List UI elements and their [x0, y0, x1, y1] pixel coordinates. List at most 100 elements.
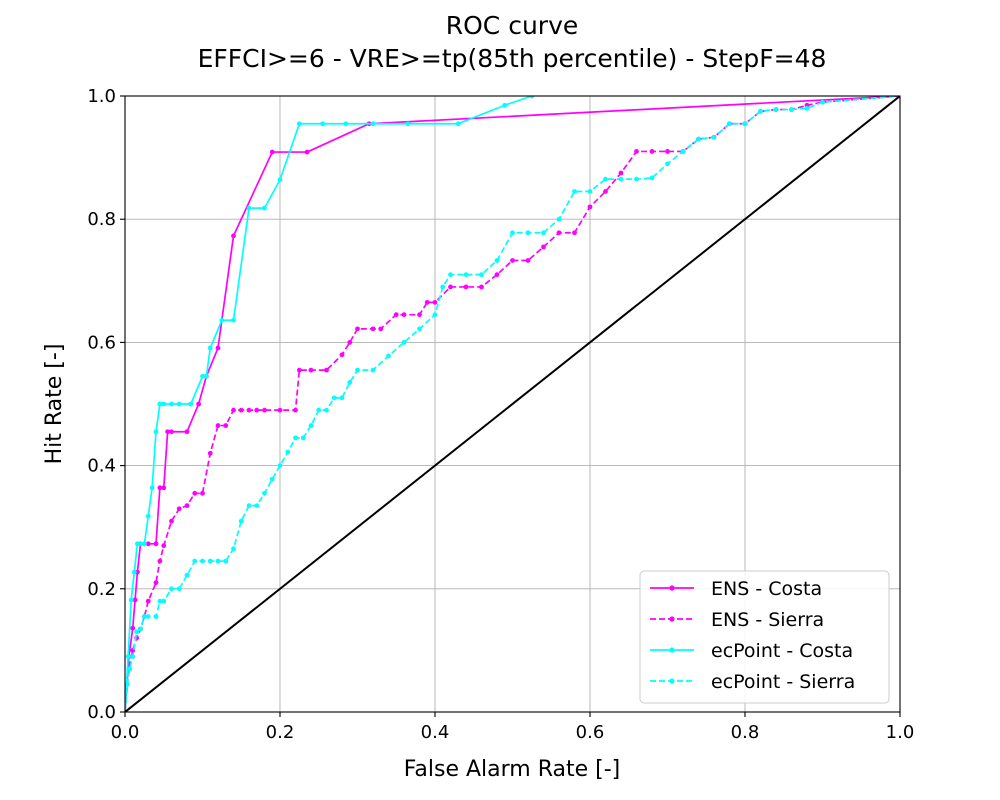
data-point: [215, 345, 221, 351]
data-point: [300, 435, 306, 441]
data-point: [149, 485, 155, 491]
data-point: [448, 284, 453, 290]
data-point: [138, 626, 143, 632]
data-point: [296, 367, 302, 373]
data-point: [393, 312, 399, 318]
data-point: [128, 597, 134, 603]
data-point: [157, 558, 163, 564]
data-point: [125, 681, 130, 687]
data-point: [572, 230, 577, 236]
data-point: [355, 326, 360, 332]
data-point: [293, 407, 298, 413]
data-point: [203, 373, 209, 379]
plot-frame: [124, 95, 901, 713]
series-line-ecpoint-costa: [125, 96, 533, 712]
x-axis-label: False Alarm Rate [-]: [404, 757, 621, 782]
data-point: [277, 177, 283, 183]
data-point: [308, 423, 314, 428]
data-point: [157, 401, 163, 407]
data-point: [192, 558, 198, 564]
data-point: [649, 149, 655, 154]
data-point: [176, 506, 182, 512]
data-point: [320, 121, 326, 127]
data-point: [141, 614, 147, 619]
data-point: [130, 625, 136, 631]
data-point: [153, 429, 159, 435]
x-tick-label: 1.0: [886, 722, 915, 743]
data-point: [141, 541, 147, 547]
data-point: [440, 284, 446, 290]
data-point: [169, 401, 174, 407]
data-point: [246, 503, 252, 509]
x-tick-label: 0.0: [111, 722, 140, 743]
data-point: [200, 490, 205, 496]
data-point: [386, 353, 391, 359]
data-point: [711, 134, 717, 140]
plot-series: [125, 96, 900, 712]
data-point: [269, 149, 275, 155]
data-point: [161, 543, 167, 549]
data-point: [169, 518, 174, 524]
y-tick-label: 0.4: [87, 456, 116, 477]
data-point: [285, 449, 291, 455]
data-point: [424, 299, 430, 305]
data-point: [525, 258, 531, 263]
data-point: [277, 463, 283, 468]
data-point: [127, 666, 133, 672]
data-point: [696, 136, 701, 142]
data-point: [727, 121, 732, 127]
x-tick-label: 0.8: [731, 722, 760, 743]
data-point: [161, 598, 167, 604]
data-point: [525, 230, 531, 236]
data-point: [529, 96, 535, 99]
data-point: [618, 170, 624, 176]
y-tick-label: 0.2: [87, 579, 116, 600]
data-point: [634, 149, 639, 154]
data-point: [401, 340, 407, 345]
data-point: [132, 597, 138, 603]
data-point: [246, 205, 252, 211]
data-point: [455, 121, 461, 127]
y-tick-label: 0.0: [87, 702, 116, 723]
data-point: [324, 407, 329, 413]
data-point: [324, 367, 329, 373]
legend-marker: [669, 647, 675, 653]
data-point: [343, 121, 349, 127]
data-point: [370, 326, 376, 332]
data-point: [417, 326, 422, 332]
data-point: [207, 558, 213, 564]
data-point: [649, 175, 655, 181]
data-point: [176, 586, 182, 592]
data-point: [238, 407, 244, 413]
data-point: [246, 407, 252, 413]
data-point: [680, 149, 686, 154]
data-point: [153, 614, 159, 619]
data-point: [587, 189, 593, 194]
data-point: [339, 395, 345, 401]
data-point: [188, 401, 194, 407]
legend-label: ecPoint - Sierra: [711, 671, 855, 693]
data-point: [308, 367, 314, 373]
data-point: [448, 272, 453, 278]
data-point: [131, 569, 137, 575]
data-point: [355, 367, 360, 373]
x-tick-label: 0.2: [266, 722, 295, 743]
data-point: [378, 326, 384, 332]
data-point: [200, 558, 205, 564]
data-point: [165, 429, 171, 435]
data-point: [370, 121, 376, 127]
data-point: [587, 204, 593, 210]
data-point: [494, 258, 500, 263]
data-point: [219, 317, 225, 323]
data-point: [339, 352, 345, 358]
data-point: [169, 586, 174, 592]
data-point: [231, 546, 236, 552]
y-tick-label: 0.6: [87, 332, 116, 353]
data-point: [494, 272, 500, 278]
data-point: [463, 272, 469, 278]
data-point: [370, 367, 376, 373]
series-ecpoint-sierra: [125, 96, 900, 712]
data-point: [130, 654, 136, 659]
data-point: [293, 435, 298, 441]
